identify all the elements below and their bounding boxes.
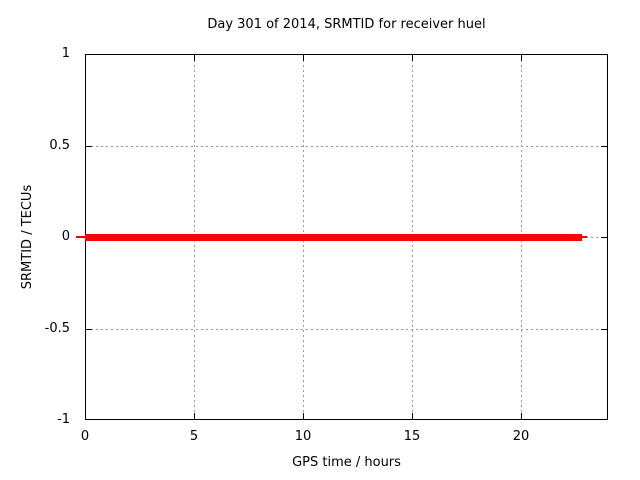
y-gridline — [86, 146, 607, 147]
y-gridline — [86, 329, 607, 330]
x-tick-mark-top — [412, 55, 413, 61]
x-tick-mark-top — [521, 55, 522, 61]
x-tick-label: 10 — [294, 429, 312, 444]
y-tick-mark-right — [601, 237, 607, 238]
chart-title: Day 301 of 2014, SRMTID for receiver hue… — [207, 17, 486, 32]
series-left-end-dash — [76, 236, 85, 238]
data-series-line — [85, 234, 582, 241]
y-tick-label: -0.5 — [44, 321, 70, 336]
x-tick-label: 20 — [512, 429, 530, 444]
y-tick-mark-left — [86, 329, 92, 330]
x-tick-mark-top — [194, 55, 195, 61]
y-tick-mark-left — [86, 146, 92, 147]
x-tick-mark-bottom — [521, 413, 522, 419]
y-tick-mark-right — [601, 146, 607, 147]
y-tick-label: 0.5 — [49, 138, 70, 153]
x-tick-mark-bottom — [412, 413, 413, 419]
x-tick-label: 5 — [189, 429, 199, 444]
y-tick-label: -1 — [57, 412, 70, 427]
x-tick-mark-bottom — [303, 413, 304, 419]
x-tick-label: 0 — [80, 429, 90, 444]
x-tick-label: 15 — [403, 429, 421, 444]
series-right-end-dash — [582, 236, 587, 238]
y-tick-mark-right — [601, 329, 607, 330]
y-tick-label: 1 — [61, 46, 70, 61]
x-axis-label: GPS time / hours — [292, 455, 401, 470]
y-tick-label: 0 — [61, 229, 70, 244]
x-tick-mark-bottom — [194, 413, 195, 419]
x-tick-mark-top — [303, 55, 304, 61]
